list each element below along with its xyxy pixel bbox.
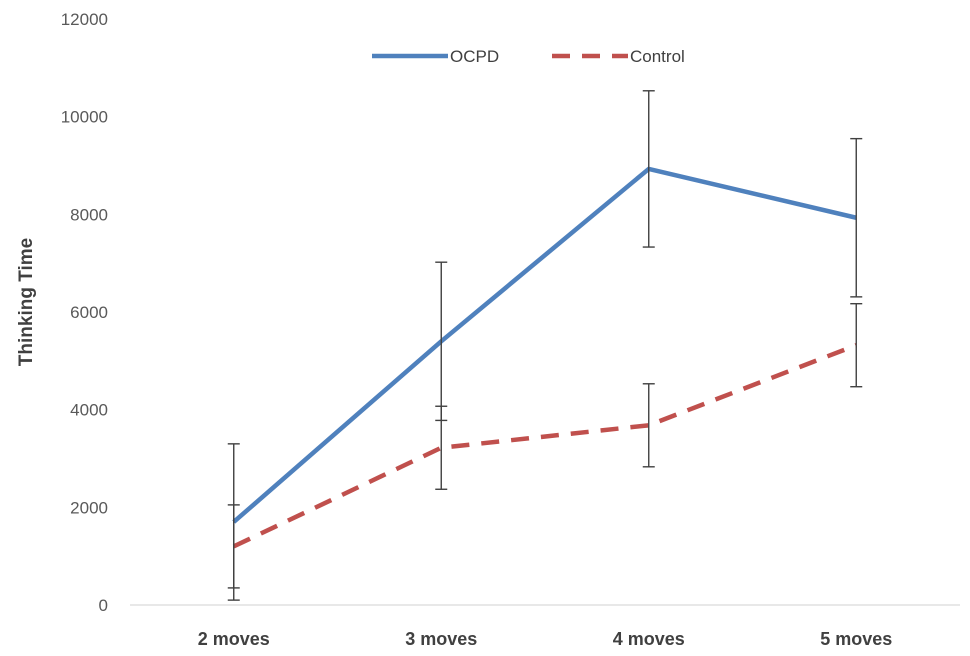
y-axis-ticks: 0 2000 4000 6000 8000 10000 12000 — [61, 10, 108, 615]
y-tick-label: 8000 — [70, 205, 108, 224]
x-category-label: 5 moves — [820, 629, 892, 649]
y-axis-label: Thinking Time — [16, 238, 37, 366]
y-tick-label: 0 — [99, 596, 108, 615]
error-bar-ocpd — [642, 90, 655, 248]
legend-item-control: Control — [552, 47, 685, 66]
error-bar-control — [642, 383, 655, 468]
error-bar-ocpd — [850, 137, 863, 298]
x-category-label: 2 moves — [198, 629, 270, 649]
legend-label: OCPD — [450, 47, 499, 66]
series-layer — [227, 90, 863, 601]
error-bar-control — [850, 302, 863, 388]
error-bar-ocpd — [435, 261, 448, 422]
series-line-control — [232, 343, 858, 549]
x-axis-categories: 2 moves 3 moves 4 moves 5 moves — [198, 629, 893, 649]
y-tick-label: 2000 — [70, 498, 108, 517]
y-tick-label: 6000 — [70, 303, 108, 322]
error-bar-control — [227, 504, 240, 589]
y-tick-label: 12000 — [61, 10, 108, 29]
y-tick-label: 4000 — [70, 401, 108, 420]
series-line-ocpd — [232, 166, 857, 524]
legend-label: Control — [630, 47, 685, 66]
x-category-label: 4 moves — [613, 629, 685, 649]
legend: OCPD Control — [372, 47, 685, 66]
y-tick-label: 10000 — [61, 108, 108, 127]
error-bar-control — [435, 405, 448, 490]
x-category-label: 3 moves — [405, 629, 477, 649]
legend-item-ocpd: OCPD — [372, 47, 499, 66]
